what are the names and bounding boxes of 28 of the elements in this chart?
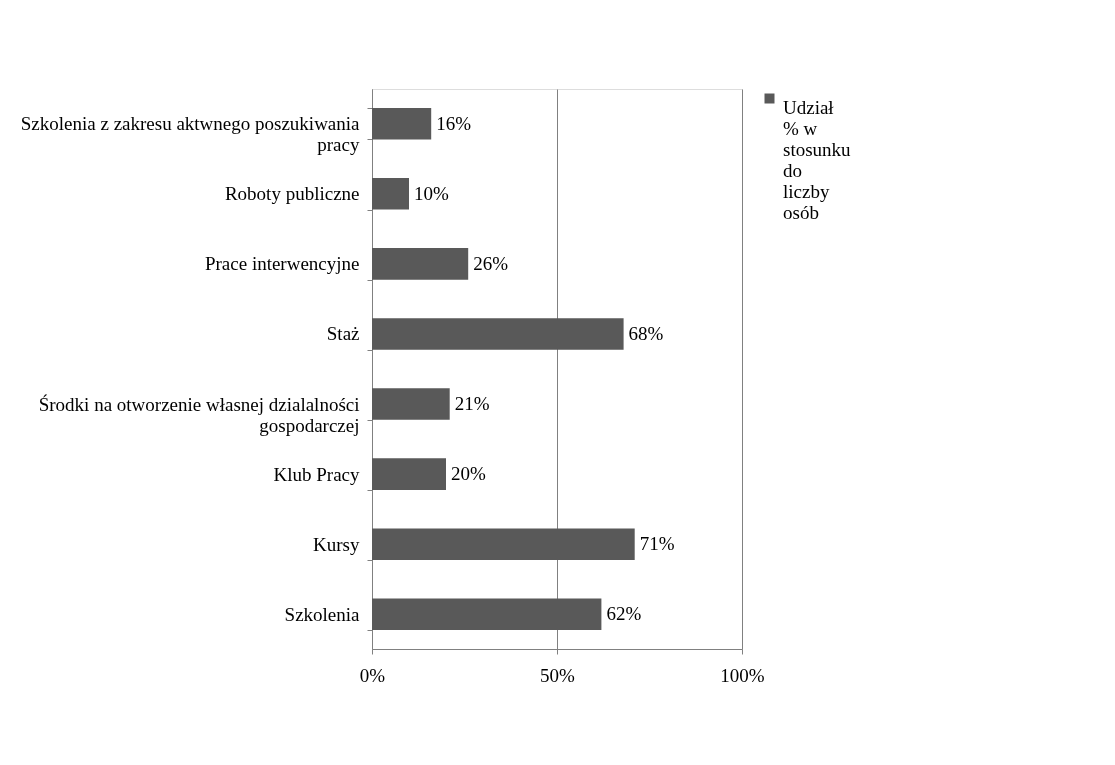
data-label: 62% xyxy=(606,603,642,625)
bar xyxy=(372,248,469,280)
y-tick-label: Klub Pracy xyxy=(273,463,360,485)
bar xyxy=(372,598,602,631)
data-label: 26% xyxy=(473,252,509,274)
y-tick-label: Roboty publiczne xyxy=(224,183,360,205)
data-label: 68% xyxy=(628,322,664,344)
y-tick-label: Kursy xyxy=(313,533,360,555)
data-label: 71% xyxy=(639,533,675,555)
y-tick-label: Środki na otworzenie własnej dzialalności gospodarczej xyxy=(38,393,360,436)
y-tick-label: Prace interwencyjne xyxy=(204,253,360,275)
legend-label: Udział % w stosunku do liczby osób xyxy=(783,96,852,223)
data-label: 20% xyxy=(451,463,486,485)
data-label: 21% xyxy=(454,393,490,415)
y-tick-label: Szkolenia z zakresu aktwnego poszukiwania pracy xyxy=(20,113,361,156)
bar xyxy=(372,528,635,560)
data-label: 10% xyxy=(414,182,449,204)
x-tick-label: 100% xyxy=(720,664,765,686)
bar xyxy=(372,318,624,350)
bar xyxy=(372,388,450,420)
bar xyxy=(372,178,409,210)
x-tick-label: 0% xyxy=(359,664,386,686)
bar xyxy=(372,458,446,490)
data-label: 16% xyxy=(436,112,472,134)
y-tick-label: Szkolenia xyxy=(284,603,361,625)
x-tick-label: 50% xyxy=(540,664,576,686)
bar xyxy=(372,107,432,140)
y-tick-label: Staż xyxy=(326,323,360,345)
